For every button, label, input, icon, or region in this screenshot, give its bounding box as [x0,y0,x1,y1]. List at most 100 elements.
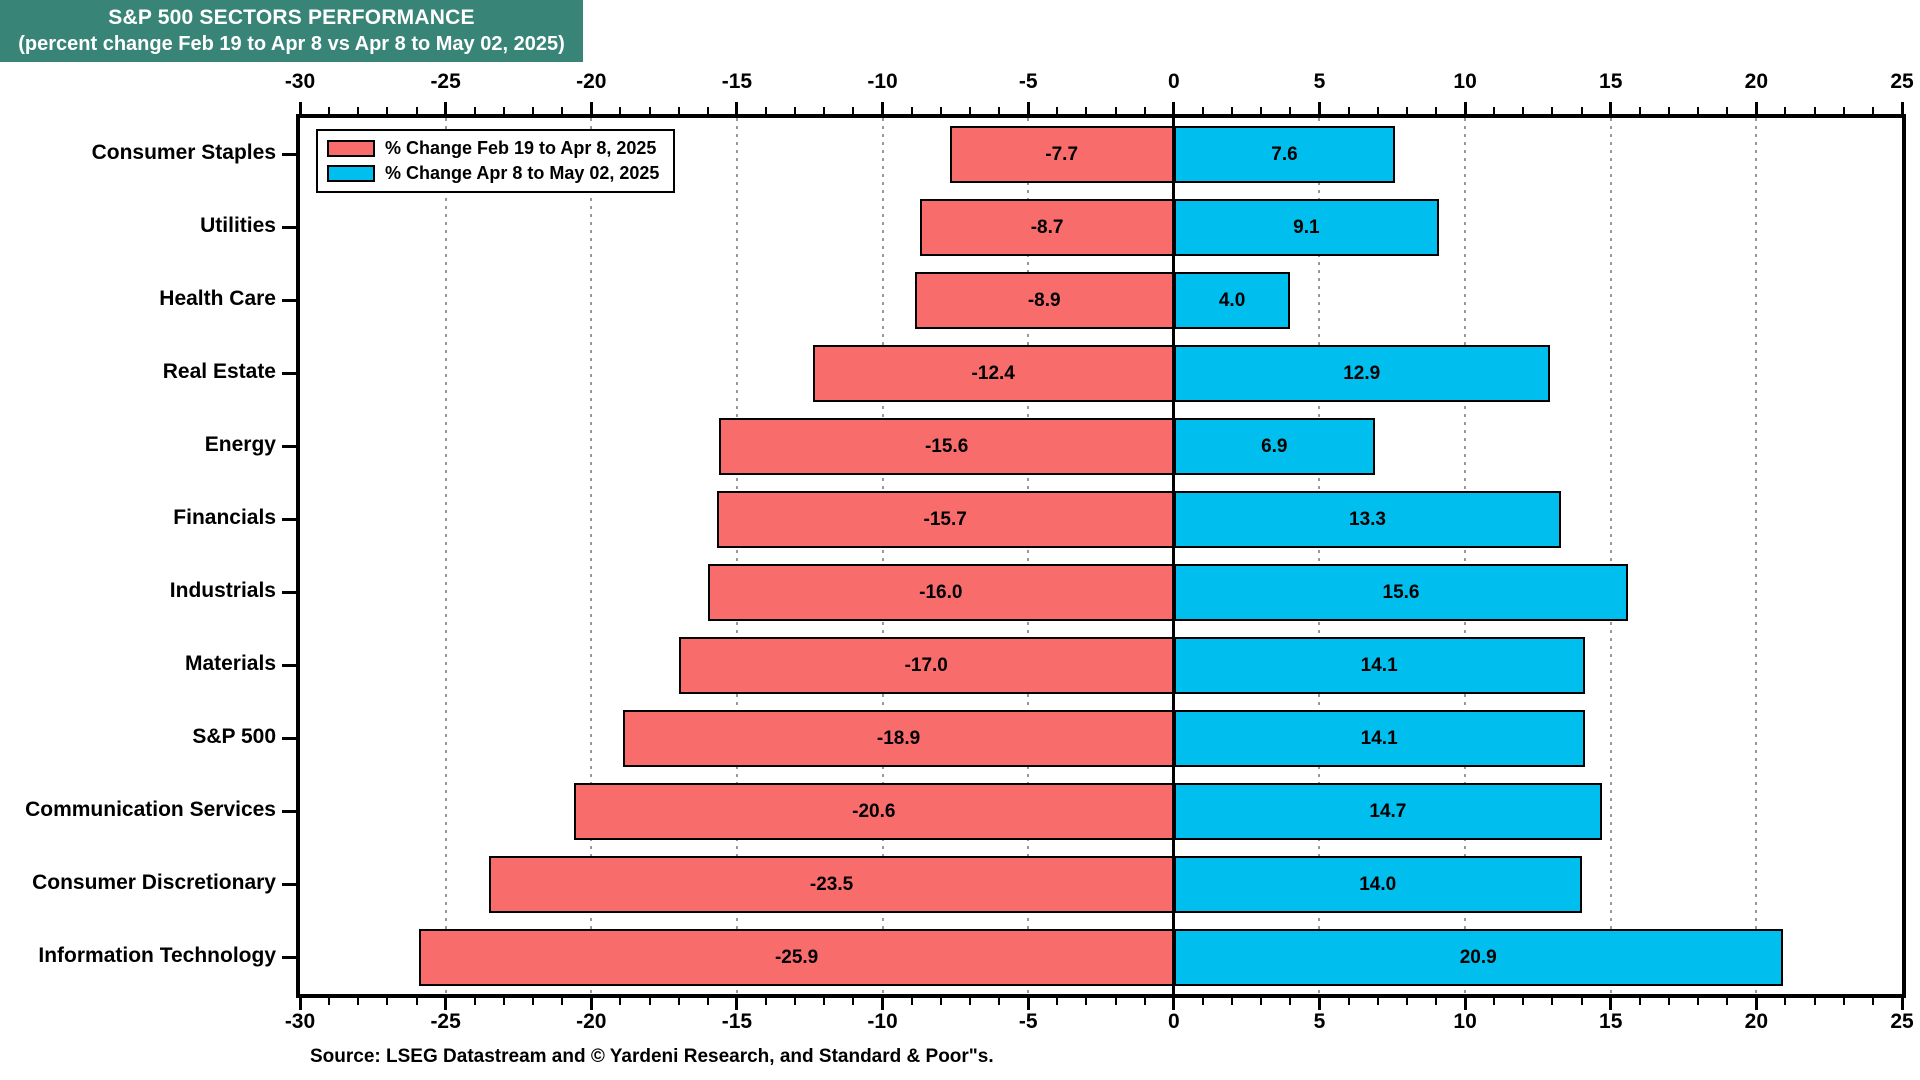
x-axis-tick-bottom [1784,998,1787,1005]
x-axis-tick-top [1231,107,1234,114]
bar-value-label: 7.6 [1271,144,1298,165]
x-axis-tick-bottom [1231,998,1234,1005]
bar-value-label: -15.7 [923,509,967,530]
x-axis-tick-bottom [765,998,768,1005]
x-axis-tick-top [1842,107,1845,114]
x-axis-label-top: -30 [284,70,316,93]
x-axis-tick-bottom [1813,998,1816,1005]
chart-title-box: S&P 500 SECTORS PERFORMANCE (percent cha… [0,0,583,62]
x-axis-label-top: 0 [1167,70,1180,93]
x-axis-tick-top [589,102,593,114]
bar-negative: -23.5 [489,856,1174,913]
x-axis-tick-top [1317,102,1321,114]
y-axis-tick [282,664,296,667]
legend-label-positive: % Change Apr 8 to May 02, 2025 [385,163,660,183]
x-axis-tick-top [1522,107,1525,114]
x-axis-tick-bottom [1493,998,1496,1005]
x-axis-tick-bottom [1347,998,1350,1005]
bar-value-label: -8.7 [1030,217,1064,238]
bar-negative: -12.4 [812,345,1174,402]
x-axis-tick-top [1434,107,1437,114]
x-axis-tick-top [1697,107,1700,114]
x-axis-tick-top [1580,107,1583,114]
x-axis-label-bottom: 10 [1453,1010,1477,1033]
category-label: Consumer Discretionary [32,870,276,894]
x-axis-tick-bottom [444,998,448,1010]
x-axis-tick-bottom [1551,998,1554,1005]
x-axis-label-top: -5 [1018,70,1038,93]
x-axis-tick-top [735,102,739,114]
x-axis-tick-bottom [1201,998,1204,1005]
bar-value-label: -16.0 [919,582,963,603]
bar-value-label: 14.1 [1360,655,1398,676]
x-axis-tick-top [561,107,564,114]
x-axis-tick-bottom [1580,998,1583,1005]
x-axis-label-top: -20 [576,70,607,93]
x-axis-tick-bottom [1609,998,1613,1010]
y-axis-tick [282,810,296,813]
x-axis-tick-bottom [1522,998,1525,1005]
x-axis-tick-bottom [502,998,505,1005]
x-axis-tick-top [823,107,826,114]
bar-positive: 14.1 [1173,710,1585,767]
y-axis-tick [282,226,296,229]
source-note: Source: LSEG Datastream and © Yardeni Re… [310,1046,994,1067]
x-axis-label-top: 25 [1890,70,1914,93]
category-label: Financials [173,505,276,529]
x-axis-label-bottom: -20 [576,1010,607,1033]
x-axis-tick-bottom [473,998,476,1005]
x-axis-tick-top [1493,107,1496,114]
bar-value-label: -23.5 [809,874,854,895]
gridline [1609,118,1612,994]
bar-negative: -20.6 [573,783,1174,840]
x-axis-tick-bottom [1405,998,1408,1005]
x-axis-label-bottom: 25 [1890,1010,1914,1033]
category-label: Utilities [200,213,276,237]
x-axis-tick-bottom [852,998,855,1005]
bar-value-label: -8.9 [1027,290,1061,311]
gridline [1318,118,1321,994]
x-axis-tick-bottom [1638,998,1641,1005]
bar-value-label: -17.0 [904,655,948,676]
gridline [444,118,447,994]
x-axis-tick-top [1900,102,1904,114]
x-axis-tick-top [1784,107,1787,114]
bar-negative: -18.9 [623,710,1174,767]
gridline [590,118,593,994]
bar-value-label: 14.7 [1369,801,1407,822]
x-axis-tick-top [968,107,971,114]
category-label: S&P 500 [192,724,276,748]
bar-value-label: 20.9 [1459,947,1497,968]
x-axis-tick-top [794,107,797,114]
category-label: Energy [204,432,276,456]
x-axis-tick-top [532,107,535,114]
bar-value-label: 15.6 [1382,582,1420,603]
legend-swatch-positive [327,165,375,182]
x-axis-tick-top [1056,107,1059,114]
x-axis-tick-bottom [1172,998,1176,1010]
x-axis-tick-top [1201,107,1204,114]
x-axis-tick-bottom [1260,998,1263,1005]
y-axis-tick [282,956,296,959]
bar-value-label: 14.0 [1359,874,1397,895]
bar-positive: 14.1 [1173,637,1585,694]
bar-positive: 13.3 [1173,491,1562,548]
x-axis-label-bottom: -30 [284,1010,316,1033]
x-axis-tick-bottom [677,998,680,1005]
x-axis-tick-bottom [328,998,331,1005]
x-axis-label-top: -15 [721,70,753,93]
x-axis-tick-bottom [561,998,564,1005]
x-axis-tick-bottom [939,998,942,1005]
x-axis-label-bottom: 0 [1167,1010,1180,1033]
x-axis-tick-bottom [1289,998,1292,1005]
chart-subtitle: (percent change Feb 19 to Apr 8 vs Apr 8… [18,33,565,55]
x-axis-tick-top [852,107,855,114]
x-axis-tick-bottom [706,998,709,1005]
bar-positive: 12.9 [1173,345,1550,402]
x-axis-tick-bottom [1900,998,1904,1010]
x-axis-tick-top [1172,102,1176,114]
gridline [1464,118,1467,994]
x-axis-tick-bottom [357,998,360,1005]
gridline [1755,118,1758,994]
